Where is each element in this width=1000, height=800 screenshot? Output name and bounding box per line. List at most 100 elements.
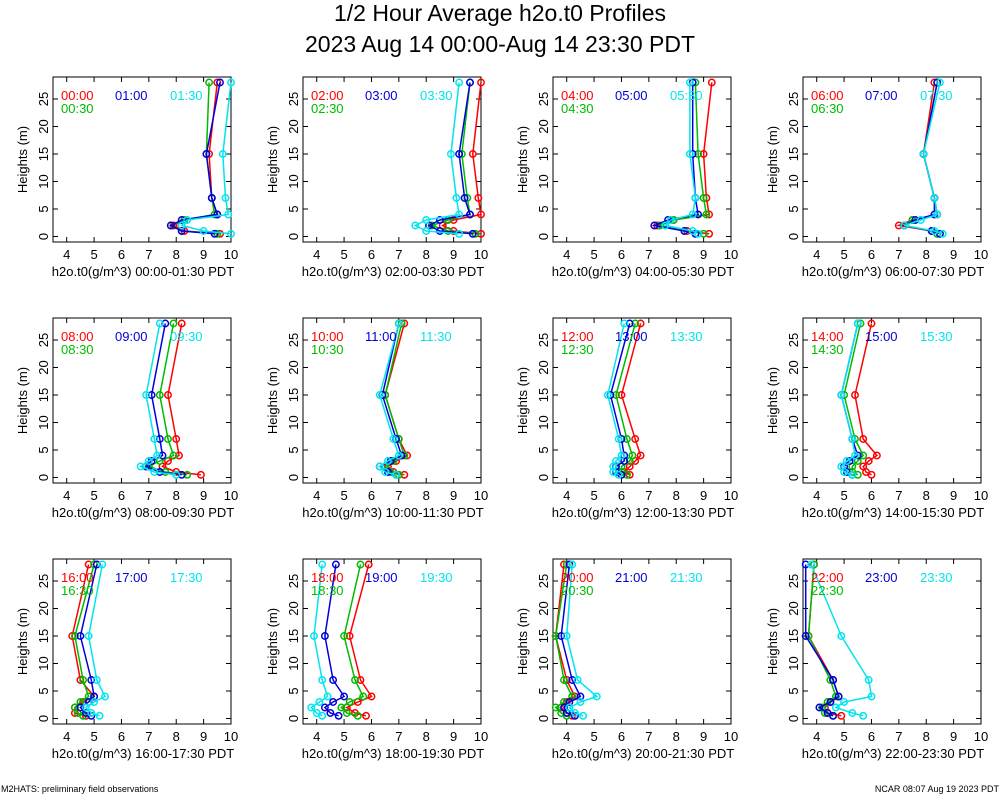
series-line-08:00 xyxy=(163,324,201,475)
y-tick-label: 5 xyxy=(786,446,801,453)
series-line-04:00 xyxy=(657,83,712,234)
y-tick-label: 15 xyxy=(36,629,51,643)
x-tick-label: 4 xyxy=(63,729,70,744)
legend-entry: 13:00 xyxy=(615,329,648,344)
x-tick-label: 9 xyxy=(450,729,457,744)
y-tick-label: 25 xyxy=(536,574,551,588)
y-tick-label: 20 xyxy=(786,360,801,374)
x-tick-label: 9 xyxy=(200,488,207,503)
legend-entry: 15:00 xyxy=(865,329,898,344)
x-tick-label: 9 xyxy=(950,729,957,744)
x-axis-label: h2o.t0(g/m^3) 20:00-21:30 PDT xyxy=(552,746,734,761)
y-tick-label: 5 xyxy=(36,205,51,212)
legend-entry: 04:30 xyxy=(561,101,594,116)
y-tick-label: 15 xyxy=(786,388,801,402)
panels: 4 5 6 7 8 9 10 0 5 10 15 20 25 h2o.t0(g/m^3) 00:00-01… xyxy=(15,77,988,761)
y-tick-label: 20 xyxy=(36,601,51,615)
y-tick-label: 5 xyxy=(786,687,801,694)
x-tick-label: 10 xyxy=(974,247,988,262)
y-tick-label: 20 xyxy=(286,601,301,615)
panel-4: 4 5 6 7 8 9 10 0 5 10 15 20 25 h2o.t0(g/m^3) 06:00-07… xyxy=(765,77,988,279)
x-tick-label: 6 xyxy=(618,488,625,503)
legend-entry: 01:30 xyxy=(170,88,203,103)
y-tick-label: 0 xyxy=(786,233,801,240)
y-tick-label: 25 xyxy=(786,92,801,106)
legend-entry: 01:00 xyxy=(115,88,148,103)
y-axis-label: Heights (m) xyxy=(515,367,530,434)
y-tick-label: 5 xyxy=(536,205,551,212)
x-tick-label: 4 xyxy=(563,247,570,262)
legend-entry: 07:30 xyxy=(920,88,953,103)
x-tick-label: 5 xyxy=(840,247,847,262)
x-tick-label: 10 xyxy=(474,729,488,744)
x-tick-label: 6 xyxy=(118,729,125,744)
x-axis-label: h2o.t0(g/m^3) 00:00-01:30 PDT xyxy=(52,264,234,279)
x-axis-label: h2o.t0(g/m^3) 22:00-23:30 PDT xyxy=(802,746,984,761)
y-tick-label: 10 xyxy=(36,174,51,188)
x-tick-label: 9 xyxy=(200,247,207,262)
legend-entry: 19:30 xyxy=(420,570,453,585)
x-tick-label: 8 xyxy=(423,488,430,503)
x-tick-label: 8 xyxy=(173,488,180,503)
x-axis-label: h2o.t0(g/m^3) 04:00-05:30 PDT xyxy=(552,264,734,279)
legend-entry: 11:00 xyxy=(365,329,397,344)
y-tick-label: 0 xyxy=(536,233,551,240)
x-axis-label: h2o.t0(g/m^3) 18:00-19:30 PDT xyxy=(302,746,484,761)
legend-entry: 22:30 xyxy=(811,583,844,598)
y-axis-label: Heights (m) xyxy=(15,608,30,675)
y-tick-label: 15 xyxy=(286,388,301,402)
x-tick-label: 8 xyxy=(423,247,430,262)
figure: 1/2 Hour Average h2o.t0 Profiles 2023 Au… xyxy=(0,0,1000,800)
panel-7: 4 5 6 7 8 9 100510152025h2o.t0(g/m^3) 12:00-13… xyxy=(515,318,738,520)
y-tick-label: 5 xyxy=(536,687,551,694)
y-tick-label: 15 xyxy=(536,147,551,161)
y-tick-label: 5 xyxy=(36,687,51,694)
y-tick-label: 15 xyxy=(286,147,301,161)
y-tick-label: 0 xyxy=(36,233,51,240)
x-tick-label: 4 xyxy=(313,729,320,744)
x-tick-label: 8 xyxy=(923,488,930,503)
y-tick-label: 5 xyxy=(286,446,301,453)
y-tick-label: 25 xyxy=(786,333,801,347)
x-tick-label: 10 xyxy=(224,488,238,503)
x-tick-label: 8 xyxy=(173,247,180,262)
x-tick-label: 6 xyxy=(368,729,375,744)
x-tick-label: 7 xyxy=(645,247,652,262)
legend-entry: 19:00 xyxy=(365,570,398,585)
x-tick-label: 5 xyxy=(90,729,97,744)
legend-entry: 06:30 xyxy=(811,101,844,116)
x-tick-label: 7 xyxy=(145,729,152,744)
legend-entry: 16:30 xyxy=(61,583,94,598)
legend-entry: 13:30 xyxy=(670,329,703,344)
x-tick-label: 9 xyxy=(700,488,707,503)
panel-8: 4 5 6 7 8 9 100510152025h2o.t0(g/m^3) 14:00-15… xyxy=(765,318,988,520)
x-tick-label: 5 xyxy=(590,729,597,744)
y-tick-label: 5 xyxy=(286,205,301,212)
y-tick-label: 20 xyxy=(786,601,801,615)
x-axis-label: h2o.t0(g/m^3) 12:00-13:30 PDT xyxy=(552,505,734,520)
y-tick-label: 25 xyxy=(286,333,301,347)
y-tick-label: 20 xyxy=(536,601,551,615)
y-tick-label: 20 xyxy=(786,119,801,133)
x-tick-label: 5 xyxy=(840,729,847,744)
legend-entry: 12:30 xyxy=(561,342,594,357)
legend-entry: 11:30 xyxy=(420,329,452,344)
x-tick-label: 6 xyxy=(118,247,125,262)
legend-entry: 10:30 xyxy=(311,342,344,357)
y-tick-label: 25 xyxy=(536,333,551,347)
legend-entry: 14:30 xyxy=(811,342,844,357)
y-tick-label: 25 xyxy=(36,574,51,588)
legend-entry: 00:30 xyxy=(61,101,94,116)
x-tick-label: 10 xyxy=(474,247,488,262)
legend-entry: 05:30 xyxy=(670,88,703,103)
y-tick-label: 10 xyxy=(286,174,301,188)
y-tick-label: 25 xyxy=(536,92,551,106)
y-tick-label: 15 xyxy=(536,388,551,402)
x-tick-label: 4 xyxy=(563,488,570,503)
x-tick-label: 6 xyxy=(368,488,375,503)
y-axis-label: Heights (m) xyxy=(265,126,280,193)
legend-entry: 07:00 xyxy=(865,88,898,103)
y-tick-label: 25 xyxy=(36,92,51,106)
y-tick-label: 20 xyxy=(286,119,301,133)
x-tick-label: 7 xyxy=(395,488,402,503)
